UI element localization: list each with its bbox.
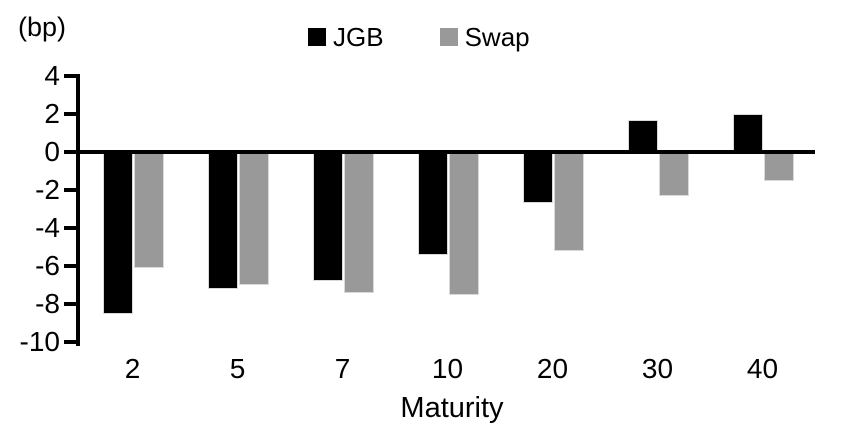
legend-label-swap: Swap xyxy=(464,22,530,52)
bar-swap-5 xyxy=(238,152,269,285)
y-axis-line xyxy=(76,74,80,346)
x-axis-zero-line xyxy=(76,150,815,154)
x-tick-label: 30 xyxy=(641,353,674,384)
bar-jgb-7 xyxy=(312,152,343,282)
bar-jgb-2 xyxy=(102,152,133,314)
x-axis-title: Maturity xyxy=(400,392,504,424)
legend: JGB Swap xyxy=(308,22,530,52)
x-tick-label: 10 xyxy=(431,353,464,384)
jgb-swatch-icon xyxy=(308,28,326,46)
y-tick-mark xyxy=(64,74,80,78)
bar-jgb-30 xyxy=(627,119,658,152)
bar-jgb-20 xyxy=(522,152,553,204)
bar-swap-10 xyxy=(448,152,479,295)
y-tick-label: 4 xyxy=(44,60,60,91)
y-tick-mark xyxy=(64,188,80,192)
y-tick-label: -8 xyxy=(35,288,60,319)
bar-swap-2 xyxy=(133,152,164,268)
y-tick-mark xyxy=(64,150,80,154)
x-tick-label: 20 xyxy=(536,353,569,384)
y-tick-label: -10 xyxy=(19,326,60,357)
y-tick-mark xyxy=(64,264,80,268)
bar-jgb-10 xyxy=(417,152,448,255)
x-tick-label: 5 xyxy=(229,353,246,384)
y-tick-label: -6 xyxy=(35,250,60,281)
y-tick-label: 0 xyxy=(44,136,60,167)
y-tick-mark xyxy=(64,112,80,116)
bar-jgb-40 xyxy=(732,114,763,152)
y-tick-mark xyxy=(64,302,80,306)
bar-swap-7 xyxy=(343,152,374,293)
y-tick-label: -4 xyxy=(35,212,60,243)
y-tick-mark xyxy=(64,340,80,344)
swap-swatch-icon xyxy=(439,28,458,46)
legend-label-jgb: JGB xyxy=(333,22,384,52)
y-tick-label: 2 xyxy=(44,98,60,129)
bar-swap-40 xyxy=(763,152,794,181)
legend-item-jgb: JGB xyxy=(308,22,384,52)
x-tick-label: 7 xyxy=(334,353,351,384)
x-tick-label: 40 xyxy=(746,353,779,384)
bar-jgb-5 xyxy=(207,152,238,289)
bar-swap-20 xyxy=(553,152,584,251)
y-axis-unit-label: (bp) xyxy=(18,12,67,42)
bar-swap-30 xyxy=(658,152,689,196)
y-tick-mark xyxy=(64,226,80,230)
legend-item-swap: Swap xyxy=(439,22,530,52)
y-tick-label: -2 xyxy=(35,174,60,205)
x-tick-label: 2 xyxy=(124,353,141,384)
